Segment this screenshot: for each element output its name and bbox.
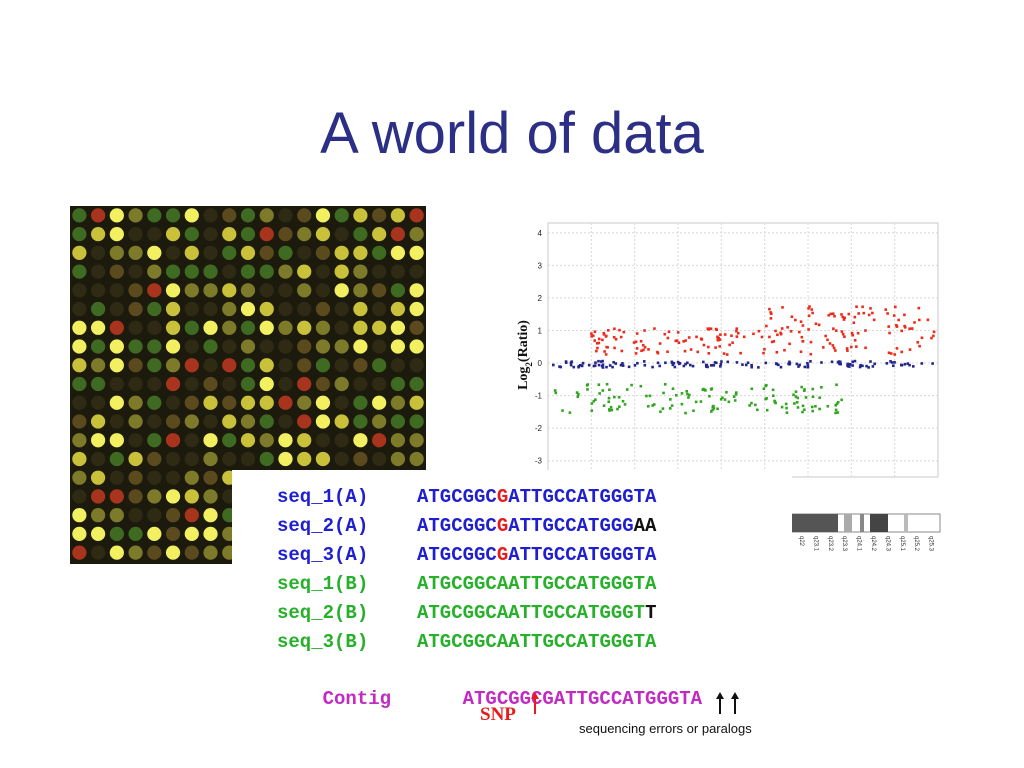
band-label: q23.2 <box>827 536 833 552</box>
sequence-text: ATGCGGCAATTGCCATGGGTA <box>417 631 657 653</box>
y-tick-label: 0 <box>538 359 543 368</box>
snp-label: SNP <box>480 704 516 725</box>
sequence-text: ATGCGGCAATTGCCATGGGTT <box>417 602 657 624</box>
sequence-label: seq_3(A) <box>277 544 369 566</box>
alignment-row: seq_2(B) ATGCGGCAATTGCCATGGGTT <box>277 602 656 624</box>
sequence-text: ATGCGGCAATTGCCATGGGTA <box>417 573 657 595</box>
y-tick-label: -1 <box>535 392 543 401</box>
band-label: q25.2 <box>913 536 919 552</box>
sequence-text: ATGCGGCGATTGCCATGGGTA <box>417 486 657 508</box>
band-label: q25.1 <box>899 536 905 552</box>
y-tick-label: 3 <box>538 261 543 270</box>
sequence-label: seq_2(B) <box>277 602 369 624</box>
error-arrow-icon <box>731 692 739 714</box>
alignment-row: seq_1(B) ATGCGGCAATTGCCATGGGTA <box>277 573 656 595</box>
slide-title: A world of data <box>320 101 704 166</box>
sequence-label: seq_2(A) <box>277 515 369 537</box>
band-label: q24.1 <box>856 536 862 552</box>
error-arrow-icon <box>716 692 724 714</box>
sequence-alignment-panel: seq_1(A) ATGCGGCGATTGCCATGGGTA seq_2(A) ATG… <box>232 470 792 768</box>
sequencing-errors-label: sequencing errors or paralogs <box>579 721 752 736</box>
band-label: q23.3 <box>841 536 847 552</box>
microarray-image <box>70 206 426 564</box>
alignment-row: seq_1(A) ATGCGGCGATTGCCATGGGTA <box>277 486 656 508</box>
contig-row: Contig ATGCGGCGATTGCCATGGGTA <box>277 666 702 732</box>
y-axis-label: Log2(Ratio) <box>516 320 534 390</box>
y-tick-label: 1 <box>538 326 543 335</box>
y-tick-label: -3 <box>535 457 543 466</box>
sequence-text: ATGCGGCGATTGCCATGGGTA <box>417 544 657 566</box>
contig-label: Contig <box>322 688 392 710</box>
chromosome-ideogram: q22 q23.1 q23.2 q23.3 q24.1 q24.2 q24.3 q25.1 q2… <box>791 513 941 552</box>
sequence-label: seq_1(A) <box>277 486 369 508</box>
sequence-text: ATGCGGCGATTGCCATGGGAA <box>417 515 657 537</box>
band-label: q25.3 <box>928 536 934 552</box>
contig-sequence: ATGCGGCGATTGCCATGGGTA <box>462 688 703 710</box>
y-tick-label: 4 <box>538 229 543 238</box>
alignment-row: seq_3(B) ATGCGGCAATTGCCATGGGTA <box>277 631 656 653</box>
alignment-row: seq_3(A) ATGCGGCGATTGCCATGGGTA <box>277 544 656 566</box>
band-label: q22 <box>798 536 804 547</box>
band-label: q24.3 <box>884 536 890 552</box>
sequence-label: seq_1(B) <box>277 573 369 595</box>
snp-arrow-icon <box>531 692 539 714</box>
y-tick-label: -2 <box>535 424 543 433</box>
y-tick-label: 2 <box>538 294 543 303</box>
alignment-row: seq_2(A) ATGCGGCGATTGCCATGGGAA <box>277 515 656 537</box>
band-label: q23.1 <box>812 536 818 552</box>
sequence-label: seq_3(B) <box>277 631 369 653</box>
band-label: q24.2 <box>870 536 876 552</box>
